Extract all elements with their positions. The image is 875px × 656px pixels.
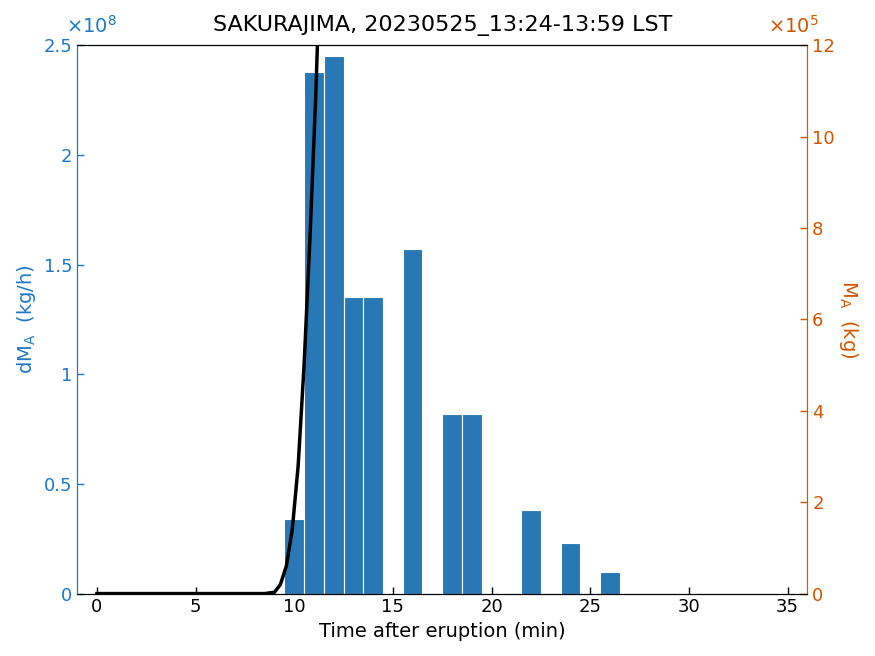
Text: $\times$10$^5$: $\times$10$^5$ [767,15,818,37]
Bar [344,297,363,594]
Y-axis label: M$_\mathrm{A}$  (kg): M$_\mathrm{A}$ (kg) [837,280,860,359]
X-axis label: Time after eruption (min): Time after eruption (min) [318,622,565,641]
Bar [561,543,580,594]
Y-axis label: dM$_\mathrm{A}$  (kg/h): dM$_\mathrm{A}$ (kg/h) [15,264,38,375]
Bar [304,72,324,594]
Bar [462,414,481,594]
Bar [363,297,383,594]
Bar [402,249,423,594]
Text: $\times$10$^8$: $\times$10$^8$ [66,15,117,37]
Bar [324,56,344,594]
Bar [522,510,541,594]
Bar [442,414,462,594]
Title: SAKURAJIMA, 20230525_13:24-13:59 LST: SAKURAJIMA, 20230525_13:24-13:59 LST [213,15,672,36]
Bar [284,519,304,594]
Bar [600,571,619,594]
